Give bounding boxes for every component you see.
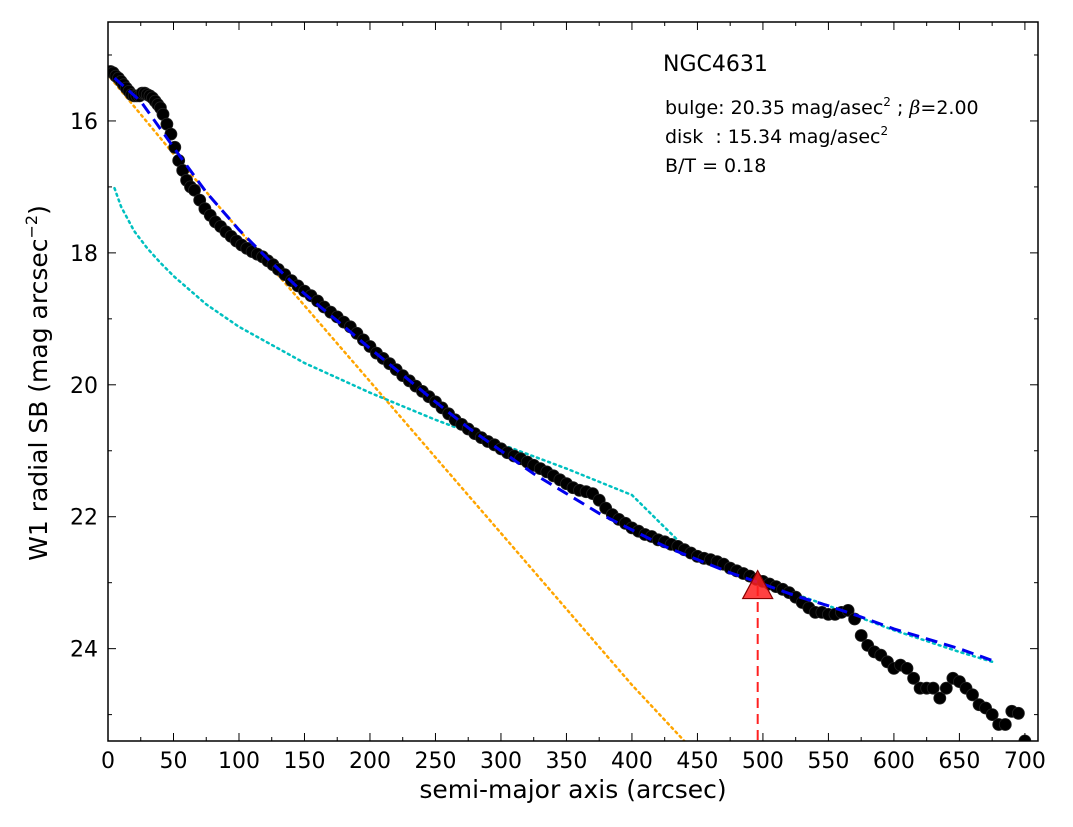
data-point [900, 662, 914, 675]
data-points [108, 65, 1032, 741]
bulge-annotation-exponent: 2 [883, 95, 891, 109]
x-tick-label: 200 [349, 749, 391, 774]
x-tick-label: 450 [676, 749, 718, 774]
y-axis-label-close: ) [24, 205, 53, 215]
y-tick-labels: 16 18 20 22 24 [70, 110, 98, 663]
disk-annotation: disk : 15.34 mag/asec2 [665, 124, 888, 148]
data-point [933, 691, 947, 705]
y-tick-label: 18 [70, 242, 98, 267]
chart-title: NGC4631 [663, 52, 768, 77]
data-point [1012, 706, 1025, 720]
x-tick-label: 250 [414, 749, 456, 774]
x-tick-label: 400 [611, 749, 653, 774]
x-tick-label: 0 [101, 749, 115, 774]
disk-annotation-exponent: 2 [881, 124, 889, 138]
x-tick-label: 700 [1004, 749, 1046, 774]
x-tick-labels: 0 50 100 150 200 250 300 350 400 450 500 550 600 650 7… [101, 749, 1046, 774]
data-point [998, 718, 1012, 731]
x-axis-label: semi-major axis (arcsec) [419, 775, 726, 804]
x-tick-label: 550 [807, 749, 849, 774]
bulge-annotation-text: bulge: 20.35 mag/asec [665, 97, 883, 119]
x-tick-label: 650 [938, 749, 980, 774]
plot-frame [107, 21, 1039, 742]
data-point [985, 708, 999, 721]
break-marker [741, 569, 774, 741]
disk-annotation-text: disk : 15.34 mag/asec [665, 126, 881, 148]
x-tick-label: 300 [480, 749, 522, 774]
beta-symbol: β [908, 97, 920, 119]
data-point [939, 681, 953, 695]
total-fit-curve [113, 76, 993, 662]
bulge-annotation-separator: ; [891, 97, 909, 119]
data-point [854, 629, 868, 642]
data-point [907, 671, 920, 685]
y-axis-label: W1 radial SB (mag arcsec−2) [22, 205, 53, 561]
y-axis-label-main: W1 radial SB (mag arcsec [24, 239, 53, 561]
y-tick-label: 16 [70, 110, 98, 135]
bt-ratio-annotation: B/T = 0.18 [665, 155, 766, 177]
bulge-annotation: bulge: 20.35 mag/asec2 ; β=2.00 [665, 95, 979, 119]
x-tick-label: 50 [159, 749, 187, 774]
data-point [926, 681, 940, 695]
y-tick-label: 24 [70, 638, 98, 663]
x-tick-label: 500 [742, 749, 784, 774]
x-tick-label: 350 [545, 749, 587, 774]
break-marker-triangle [741, 569, 774, 600]
y-tick-label: 20 [70, 374, 98, 399]
bulge-beta-value: =2.00 [920, 97, 978, 119]
axis-ticks [107, 22, 1038, 741]
y-tick-label: 22 [70, 506, 98, 531]
data-point [168, 140, 182, 154]
x-tick-label: 150 [283, 749, 325, 774]
fit-curves [109, 76, 994, 741]
bulge-component-curve [109, 76, 686, 741]
x-tick-label: 100 [218, 749, 260, 774]
data-point [188, 183, 201, 197]
disk-component-curve [113, 186, 994, 664]
x-tick-label: 600 [873, 749, 915, 774]
data-point [966, 688, 979, 702]
y-axis-label-exponent: −2 [22, 215, 41, 239]
